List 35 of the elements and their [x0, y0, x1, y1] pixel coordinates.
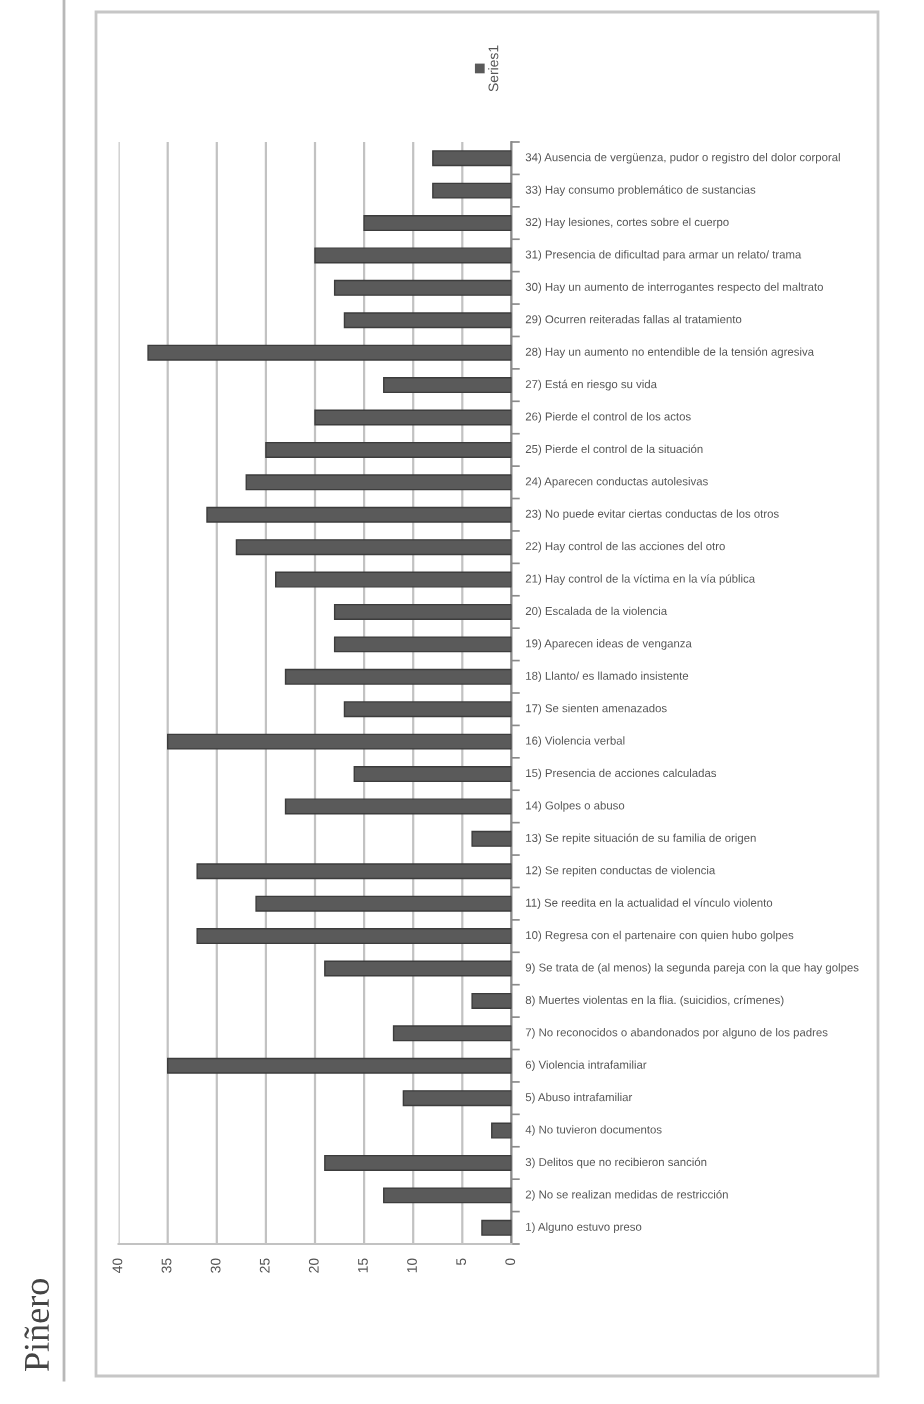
bar: [324, 960, 512, 977]
bar: [255, 895, 512, 912]
bar: [324, 1154, 512, 1171]
bar: [481, 1219, 512, 1236]
bar: [196, 863, 512, 880]
bar: [167, 733, 512, 750]
bar: [333, 279, 512, 296]
bar: [353, 766, 512, 783]
bar: [392, 1025, 512, 1042]
bar: [383, 377, 512, 394]
bar: [343, 701, 512, 718]
bar: [333, 603, 512, 620]
bar: [402, 1090, 512, 1107]
bar: [167, 1057, 512, 1074]
bar: [265, 441, 512, 458]
bar: [471, 830, 512, 847]
bar: [363, 215, 512, 232]
bar: [147, 344, 512, 361]
bar: [275, 571, 512, 588]
bar: [471, 992, 512, 1009]
bar: [333, 636, 512, 653]
bar: [314, 409, 512, 426]
bar: [206, 506, 512, 523]
bar: [343, 312, 512, 329]
bar: [432, 182, 512, 199]
bar: [491, 1122, 512, 1139]
bar: [235, 539, 512, 556]
text: Piñero: [24, 1279, 50, 1371]
bar: [284, 798, 512, 815]
bar: [432, 150, 512, 167]
bar: [245, 474, 512, 491]
bar: [314, 247, 512, 264]
bar: [284, 668, 512, 685]
bar: [196, 928, 512, 945]
bar: [383, 1187, 512, 1204]
